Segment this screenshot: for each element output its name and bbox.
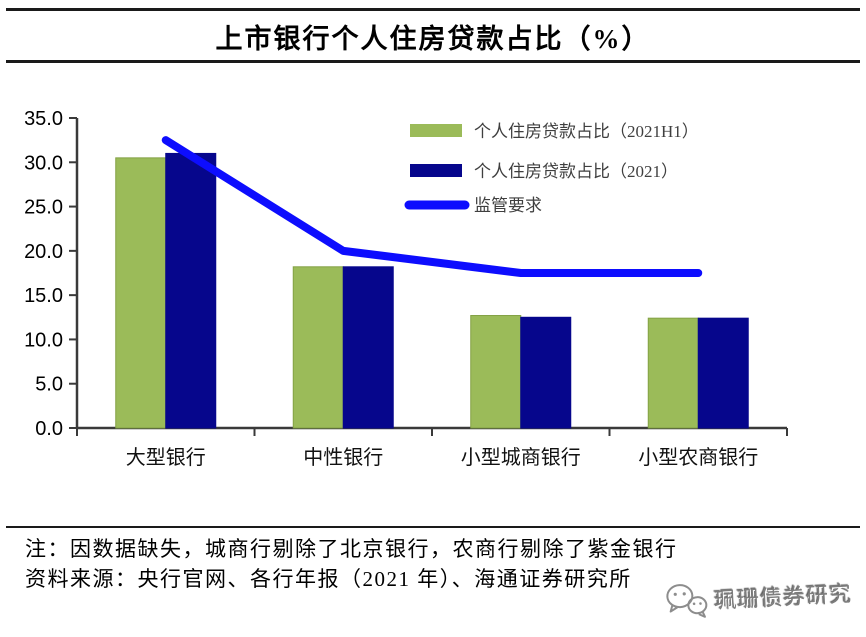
wechat-icon <box>666 584 708 618</box>
y-tick-label: 10.0 <box>24 329 63 351</box>
bar-1-0 <box>165 152 217 429</box>
x-category-label: 中性银行 <box>303 446 383 469</box>
x-category-label: 小型农商银行 <box>638 446 758 469</box>
bar-0-3 <box>647 317 699 429</box>
legend-swatch-0 <box>410 124 462 137</box>
legend-label-2: 监管要求 <box>474 196 542 215</box>
title-underline-rule <box>6 60 860 63</box>
y-tick-label: 5.0 <box>35 374 63 396</box>
legend-label-1: 个人住房贷款占比（2021） <box>474 162 678 181</box>
chart-title: 上市银行个人住房贷款占比（%） <box>215 24 651 54</box>
x-category-label: 小型城商银行 <box>461 446 581 469</box>
y-tick-label: 20.0 <box>24 241 63 263</box>
legend-label-0: 个人住房贷款占比（2021H1） <box>474 122 699 141</box>
bar-line-chart: 0.0 5.0 10.0 15.0 20.0 25.0 30.0 35.0 大型银行 中性银行 小型… <box>24 108 788 469</box>
x-category-label: 大型银行 <box>126 446 206 469</box>
bar-1-3 <box>697 317 749 429</box>
chart-source: 资料来源：央行官网、各行年报（2021 年）、海通证券研究所 <box>25 567 632 591</box>
notes-divider-rule <box>6 526 860 528</box>
bar-0-0 <box>115 157 167 429</box>
legend-swatch-1 <box>410 164 462 177</box>
watermark-label: 珮珊债券研究 <box>713 581 853 614</box>
bar-0-1 <box>292 266 344 429</box>
regulation-line <box>161 136 703 277</box>
bar-1-2 <box>520 316 572 429</box>
y-tick-label: 0.0 <box>35 418 63 440</box>
watermark: 珮珊债券研究 <box>663 573 853 621</box>
y-tick-label: 35.0 <box>24 108 63 130</box>
y-tick-label: 25.0 <box>24 197 63 219</box>
chart-note: 注：因数据缺失，城商行剔除了北京银行，农商行剔除了紫金银行 <box>25 537 678 561</box>
y-tick-label: 15.0 <box>24 285 63 307</box>
bar-0-2 <box>470 315 522 429</box>
top-rule <box>6 8 860 11</box>
bar-1-1 <box>342 266 394 429</box>
y-tick-label: 30.0 <box>24 152 63 174</box>
